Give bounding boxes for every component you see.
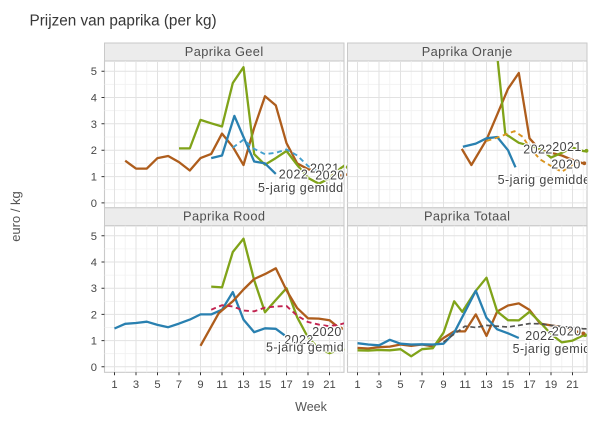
svg-text:17: 17 <box>523 379 535 391</box>
svg-text:3: 3 <box>91 283 97 295</box>
svg-text:1: 1 <box>91 336 97 348</box>
svg-text:2020: 2020 <box>312 325 342 339</box>
svg-text:2021: 2021 <box>552 140 582 154</box>
svg-text:19: 19 <box>545 379 557 391</box>
svg-text:5-jarig gemiddelde: 5-jarig gemiddelde <box>266 340 377 354</box>
svg-text:5: 5 <box>154 379 160 391</box>
svg-text:5-jarig gemiddelde: 5-jarig gemiddelde <box>498 173 600 187</box>
svg-text:11: 11 <box>459 379 471 391</box>
svg-text:9: 9 <box>440 379 446 391</box>
svg-text:5-jarig gemiddelde: 5-jarig gemiddelde <box>513 342 600 356</box>
svg-text:5: 5 <box>91 66 97 78</box>
svg-text:5: 5 <box>91 231 97 243</box>
svg-text:15: 15 <box>502 379 514 391</box>
svg-text:1: 1 <box>91 172 97 184</box>
svg-text:9: 9 <box>197 379 203 391</box>
svg-text:3: 3 <box>91 119 97 131</box>
svg-text:5: 5 <box>397 379 403 391</box>
svg-text:2022: 2022 <box>284 333 314 347</box>
svg-text:11: 11 <box>216 379 228 391</box>
svg-text:0: 0 <box>91 198 97 210</box>
svg-text:2: 2 <box>91 145 97 157</box>
svg-text:Week: Week <box>295 400 327 414</box>
svg-text:2020: 2020 <box>552 325 582 339</box>
svg-text:2: 2 <box>91 309 97 321</box>
svg-text:7: 7 <box>176 379 182 391</box>
svg-text:Prijzen van paprika (per kg): Prijzen van paprika (per kg) <box>30 13 217 30</box>
svg-text:2021: 2021 <box>310 161 340 175</box>
svg-text:2022: 2022 <box>525 329 555 343</box>
svg-text:21: 21 <box>323 379 335 391</box>
svg-text:Paprika Totaal: Paprika Totaal <box>424 209 510 224</box>
svg-text:19: 19 <box>302 379 314 391</box>
svg-text:3: 3 <box>133 379 139 391</box>
svg-text:4: 4 <box>91 257 97 269</box>
svg-text:4: 4 <box>91 93 97 105</box>
svg-text:21: 21 <box>566 379 578 391</box>
svg-text:7: 7 <box>419 379 425 391</box>
svg-text:euro / kg: euro / kg <box>8 191 23 242</box>
svg-text:1: 1 <box>354 379 360 391</box>
svg-text:17: 17 <box>280 379 292 391</box>
svg-text:3: 3 <box>376 379 382 391</box>
svg-text:5-jarig gemiddelde: 5-jarig gemiddelde <box>258 181 369 195</box>
svg-text:13: 13 <box>237 379 249 391</box>
svg-text:15: 15 <box>259 379 271 391</box>
svg-text:Paprika Geel: Paprika Geel <box>185 44 264 59</box>
svg-text:2020: 2020 <box>315 168 345 182</box>
svg-text:Paprika Oranje: Paprika Oranje <box>422 44 513 59</box>
svg-text:0: 0 <box>91 362 97 374</box>
svg-text:2022: 2022 <box>523 142 553 156</box>
svg-text:2022: 2022 <box>279 167 309 181</box>
svg-text:Paprika Rood: Paprika Rood <box>183 209 265 224</box>
svg-text:2020: 2020 <box>551 157 581 171</box>
svg-text:13: 13 <box>480 379 492 391</box>
svg-text:1: 1 <box>111 379 117 391</box>
